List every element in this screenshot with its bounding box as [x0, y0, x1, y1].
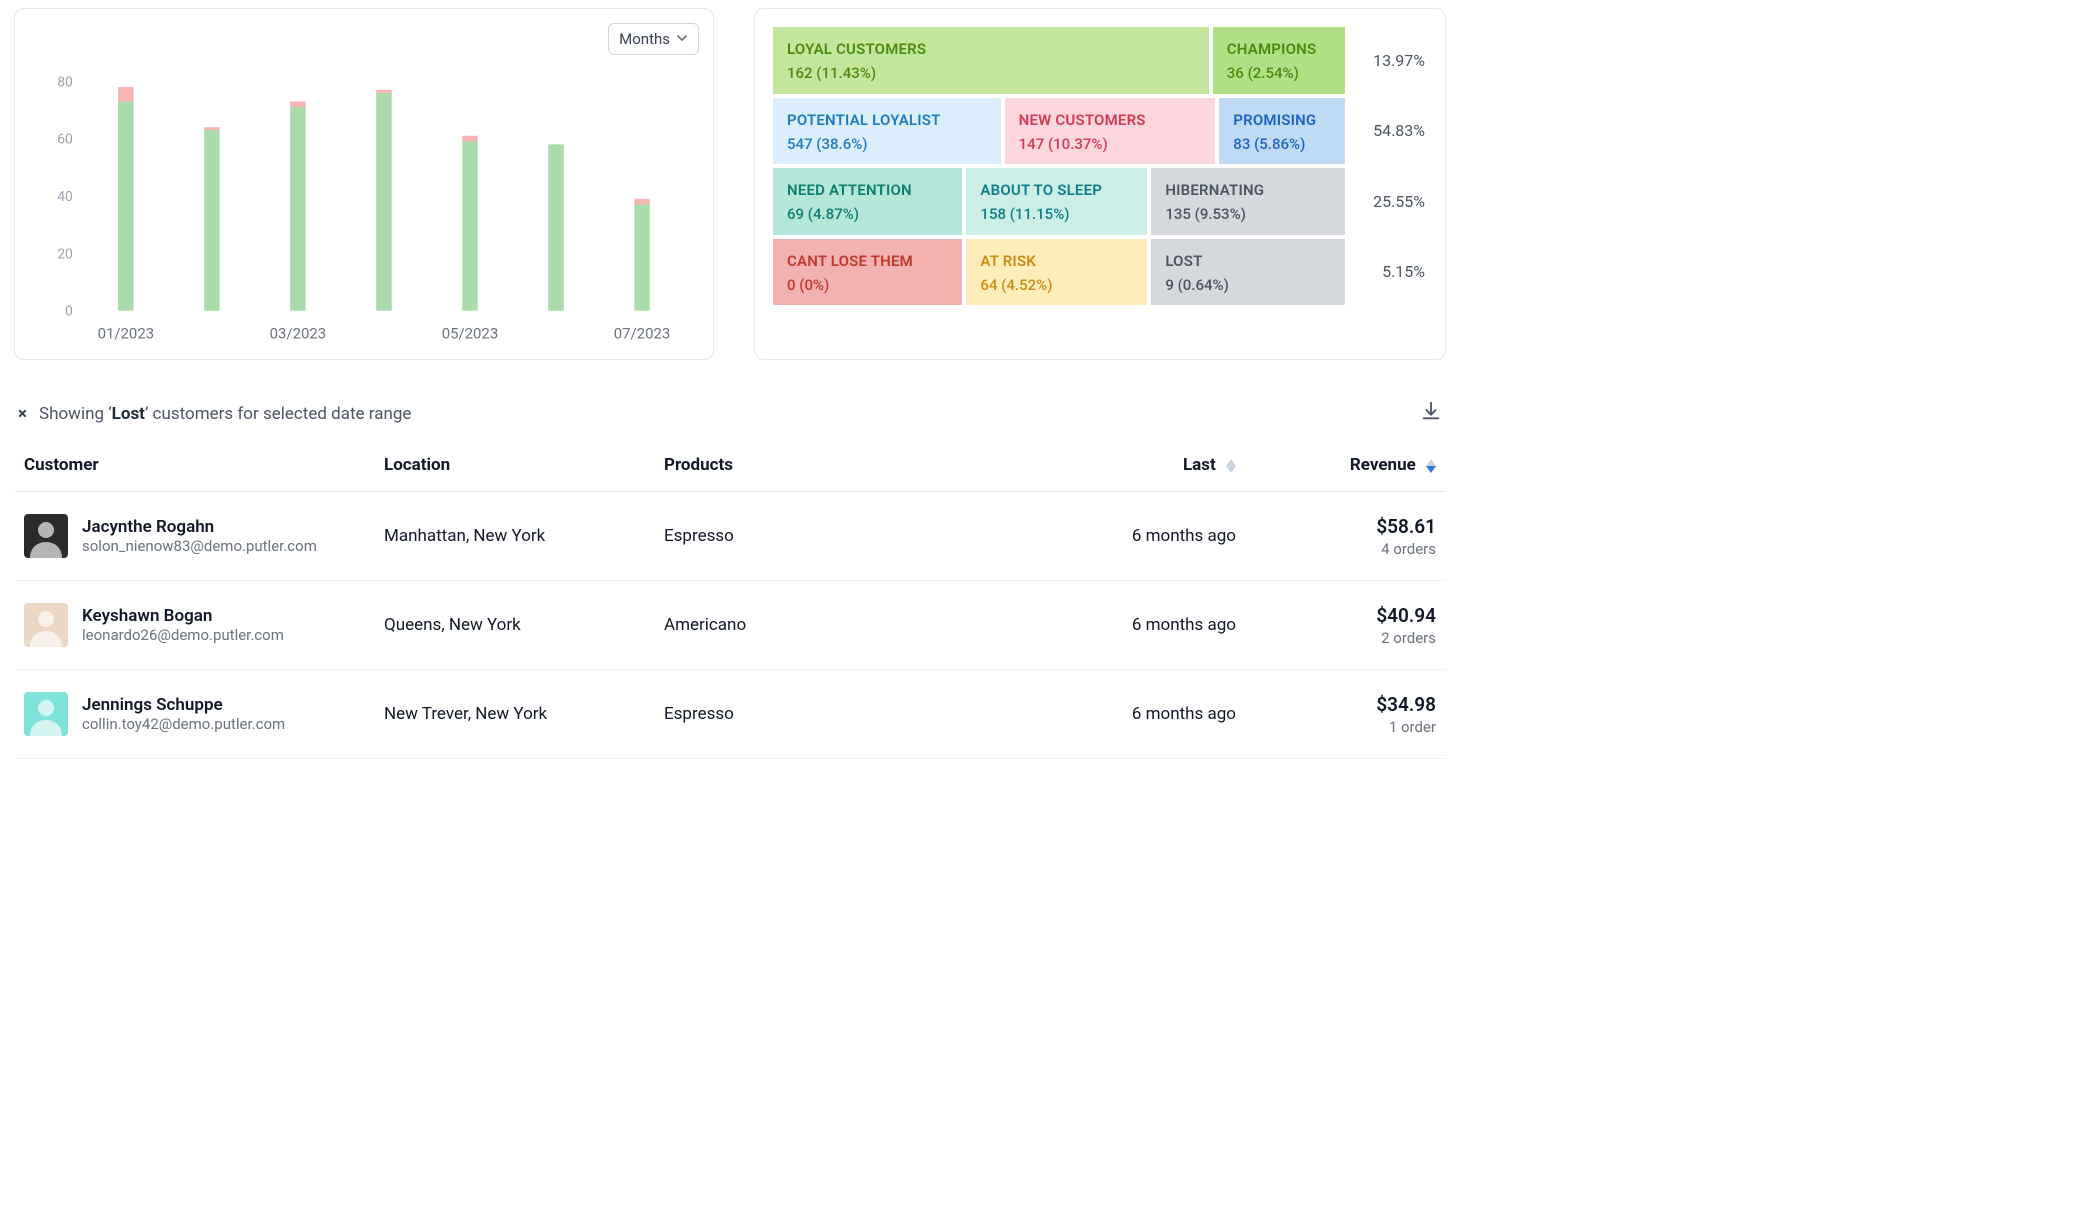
rfm-segment-cell[interactable]: PROMISING 83 (5.86%)	[1219, 98, 1345, 165]
cell-products: Americano	[654, 581, 1046, 670]
segment-stats: 547 (38.6%)	[787, 134, 987, 154]
segment-stats: 135 (9.53%)	[1165, 204, 1331, 224]
customer-name: Keyshawn Bogan	[82, 606, 284, 626]
segment-name: NEW CUSTOMERS	[1019, 110, 1202, 130]
rfm-row-total: 5.15%	[1349, 239, 1427, 306]
segment-name: HIBERNATING	[1165, 180, 1331, 200]
segment-stats: 64 (4.52%)	[980, 275, 1133, 295]
clear-filter-button[interactable]: ×	[18, 404, 27, 424]
customer-email: solon_nienow83@demo.putler.com	[82, 537, 317, 555]
col-revenue[interactable]: Revenue	[1246, 441, 1446, 492]
svg-text:60: 60	[57, 132, 73, 148]
avatar	[24, 603, 68, 647]
rfm-segment-cell[interactable]: CANT LOSE THEM 0 (0%)	[773, 239, 962, 306]
col-last[interactable]: Last	[1046, 441, 1246, 492]
cell-products: Espresso	[654, 492, 1046, 581]
avatar	[24, 514, 68, 558]
customer-email: collin.toy42@demo.putler.com	[82, 715, 285, 733]
table-row[interactable]: Jacynthe Rogahnsolon_nienow83@demo.putle…	[14, 492, 1446, 581]
rfm-row: LOYAL CUSTOMERS 162 (11.43%) CHAMPIONS 36 (…	[773, 27, 1427, 94]
segment-name: PROMISING	[1233, 110, 1331, 130]
rfm-segment-cell[interactable]: CHAMPIONS 36 (2.54%)	[1213, 27, 1345, 94]
sort-icon	[1226, 459, 1236, 473]
cell-revenue: $40.942 orders	[1246, 581, 1446, 670]
cell-revenue: $58.614 orders	[1246, 492, 1446, 581]
table-row[interactable]: Jennings Schuppecollin.toy42@demo.putler…	[14, 670, 1446, 759]
cell-location: Queens, New York	[374, 581, 654, 670]
rfm-row: POTENTIAL LOYALIST 547 (38.6%) NEW CUSTOME…	[773, 98, 1427, 165]
segment-stats: 36 (2.54%)	[1227, 63, 1331, 83]
customer-email: leonardo26@demo.putler.com	[82, 626, 284, 644]
segment-name: LOST	[1165, 251, 1331, 271]
rfm-segment-cell[interactable]: ABOUT TO SLEEP 158 (11.15%)	[966, 168, 1147, 235]
segment-stats: 83 (5.86%)	[1233, 134, 1331, 154]
rfm-row-total: 54.83%	[1349, 98, 1427, 165]
svg-text:07/2023: 07/2023	[614, 325, 671, 343]
rfm-segment-cell[interactable]: NEED ATTENTION 69 (4.87%)	[773, 168, 962, 235]
rfm-segments-card: LOYAL CUSTOMERS 162 (11.43%) CHAMPIONS 36 (…	[754, 8, 1446, 360]
rfm-segment-cell[interactable]: AT RISK 64 (4.52%)	[966, 239, 1147, 306]
col-products[interactable]: Products	[654, 441, 1046, 492]
cell-revenue: $34.981 order	[1246, 670, 1446, 759]
rfm-segment-cell[interactable]: LOST 9 (0.64%)	[1151, 239, 1345, 306]
segment-stats: 69 (4.87%)	[787, 204, 948, 224]
rfm-row-total: 25.55%	[1349, 168, 1427, 235]
segment-name: CANT LOSE THEM	[787, 251, 948, 271]
customer-name: Jacynthe Rogahn	[82, 517, 317, 537]
col-location[interactable]: Location	[374, 441, 654, 492]
segment-stats: 158 (11.15%)	[980, 204, 1133, 224]
avatar	[24, 692, 68, 736]
svg-text:20: 20	[57, 246, 73, 262]
download-button[interactable]	[1420, 400, 1442, 427]
segment-stats: 0 (0%)	[787, 275, 948, 295]
segment-name: CHAMPIONS	[1227, 39, 1331, 59]
rfm-row: CANT LOSE THEM 0 (0%) AT RISK 64 (4.52%) LOS…	[773, 239, 1427, 306]
customer-name: Jennings Schuppe	[82, 695, 285, 715]
cell-last: 6 months ago	[1046, 492, 1246, 581]
cell-products: Espresso	[654, 670, 1046, 759]
customers-table: Customer Location Products Last Revenue …	[14, 441, 1446, 759]
svg-text:03/2023: 03/2023	[270, 325, 327, 343]
segment-name: POTENTIAL LOYALIST	[787, 110, 987, 130]
cell-last: 6 months ago	[1046, 581, 1246, 670]
col-customer[interactable]: Customer	[14, 441, 374, 492]
monthly-bar-chart: 0 20 40 60 80 01/2023 03/2023 05/2023 07/2023	[31, 21, 697, 351]
segment-stats: 9 (0.64%)	[1165, 275, 1331, 295]
segment-stats: 147 (10.37%)	[1019, 134, 1202, 154]
cell-location: Manhattan, New York	[374, 492, 654, 581]
svg-text:0: 0	[65, 304, 73, 320]
svg-text:80: 80	[57, 74, 73, 90]
sort-icon	[1426, 459, 1436, 473]
table-row[interactable]: Keyshawn Boganleonardo26@demo.putler.com…	[14, 581, 1446, 670]
rfm-segment-cell[interactable]: HIBERNATING 135 (9.53%)	[1151, 168, 1345, 235]
filter-text: Showing ‘Lost’ customers for selected da…	[39, 404, 411, 424]
cell-last: 6 months ago	[1046, 670, 1246, 759]
rfm-segment-cell[interactable]: LOYAL CUSTOMERS 162 (11.43%)	[773, 27, 1209, 94]
rfm-segment-cell[interactable]: NEW CUSTOMERS 147 (10.37%)	[1005, 98, 1216, 165]
filter-bar: × Showing ‘Lost’ customers for selected …	[18, 400, 1442, 427]
svg-text:40: 40	[57, 189, 73, 205]
svg-text:01/2023: 01/2023	[98, 325, 155, 343]
segment-name: NEED ATTENTION	[787, 180, 948, 200]
segment-name: LOYAL CUSTOMERS	[787, 39, 1195, 59]
segment-stats: 162 (11.43%)	[787, 63, 1195, 83]
cell-location: New Trever, New York	[374, 670, 654, 759]
svg-text:05/2023: 05/2023	[442, 325, 499, 343]
monthly-bar-chart-card: Months 02040608001/202303/202305/202307/…	[14, 8, 714, 360]
segment-name: ABOUT TO SLEEP	[980, 180, 1133, 200]
rfm-row: NEED ATTENTION 69 (4.87%) ABOUT TO SLEEP 15…	[773, 168, 1427, 235]
rfm-segment-cell[interactable]: POTENTIAL LOYALIST 547 (38.6%)	[773, 98, 1001, 165]
rfm-row-total: 13.97%	[1349, 27, 1427, 94]
segment-name: AT RISK	[980, 251, 1133, 271]
